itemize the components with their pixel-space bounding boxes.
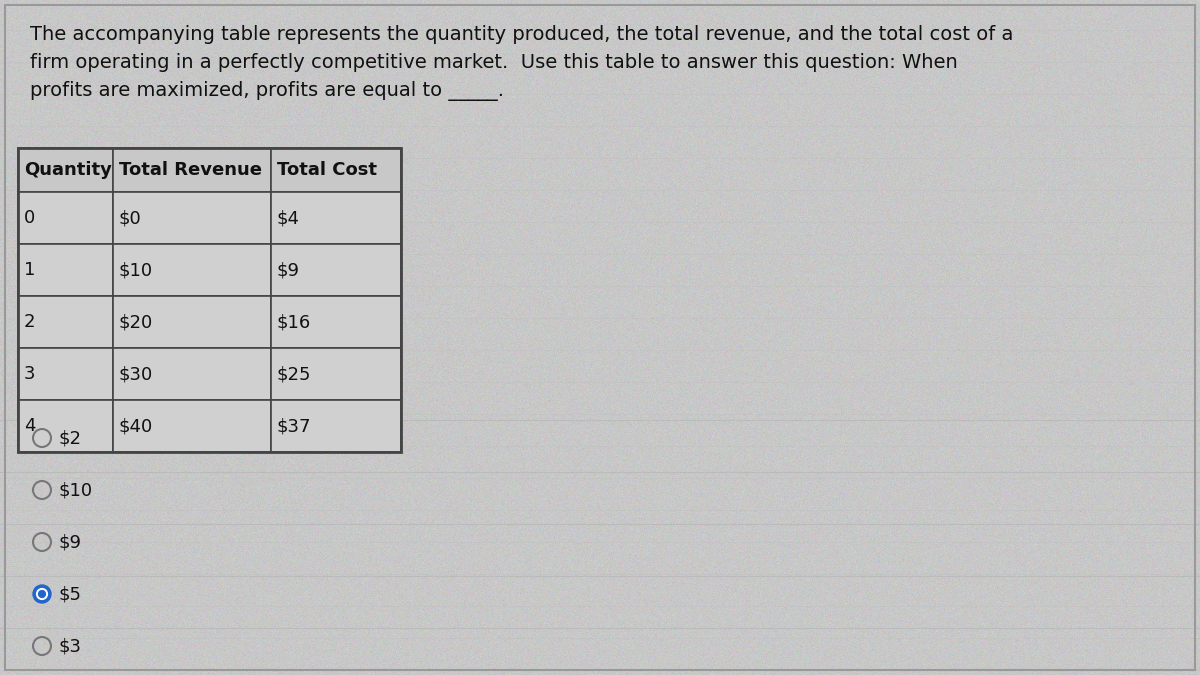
Text: $0: $0 [119, 209, 142, 227]
Bar [113, 296, 271, 348]
Bar [271, 348, 401, 400]
Bar [271, 148, 401, 192]
Text: $4: $4 [277, 209, 300, 227]
Text: profits are maximized, profits are equal to _____.: profits are maximized, profits are equal… [30, 81, 504, 101]
Text: firm operating in a perfectly competitive market.  Use this table to answer this: firm operating in a perfectly competitiv… [30, 53, 958, 72]
Text: $3: $3 [59, 637, 82, 655]
Text: $37: $37 [277, 417, 312, 435]
Circle shape [36, 589, 48, 599]
Bar [113, 244, 271, 296]
Text: Total Cost: Total Cost [277, 161, 377, 179]
Circle shape [34, 585, 50, 603]
Bar [18, 148, 113, 192]
Bar [113, 192, 271, 244]
Text: 1: 1 [24, 261, 35, 279]
Bar [18, 296, 113, 348]
Bar [18, 348, 113, 400]
Text: $10: $10 [59, 481, 94, 499]
Text: $5: $5 [59, 585, 82, 603]
Text: The accompanying table represents the quantity produced, the total revenue, and : The accompanying table represents the qu… [30, 25, 1013, 44]
Text: 2: 2 [24, 313, 36, 331]
Text: Quantity: Quantity [24, 161, 112, 179]
Bar [18, 244, 113, 296]
Text: $16: $16 [277, 313, 311, 331]
Bar [113, 148, 271, 192]
Circle shape [38, 591, 46, 597]
Bar [18, 400, 113, 452]
Bar [113, 348, 271, 400]
Text: $9: $9 [59, 533, 82, 551]
Text: $40: $40 [119, 417, 154, 435]
Text: $25: $25 [277, 365, 312, 383]
Bar [18, 192, 113, 244]
Bar [271, 296, 401, 348]
Text: $10: $10 [119, 261, 154, 279]
Text: 3: 3 [24, 365, 36, 383]
Bar [271, 192, 401, 244]
Text: 4: 4 [24, 417, 36, 435]
Bar [18, 148, 401, 452]
Bar [271, 400, 401, 452]
Text: $20: $20 [119, 313, 154, 331]
Text: $2: $2 [59, 429, 82, 447]
Bar [271, 244, 401, 296]
Text: $30: $30 [119, 365, 154, 383]
Text: Total Revenue: Total Revenue [119, 161, 262, 179]
Text: 0: 0 [24, 209, 35, 227]
Bar [113, 400, 271, 452]
Text: $9: $9 [277, 261, 300, 279]
